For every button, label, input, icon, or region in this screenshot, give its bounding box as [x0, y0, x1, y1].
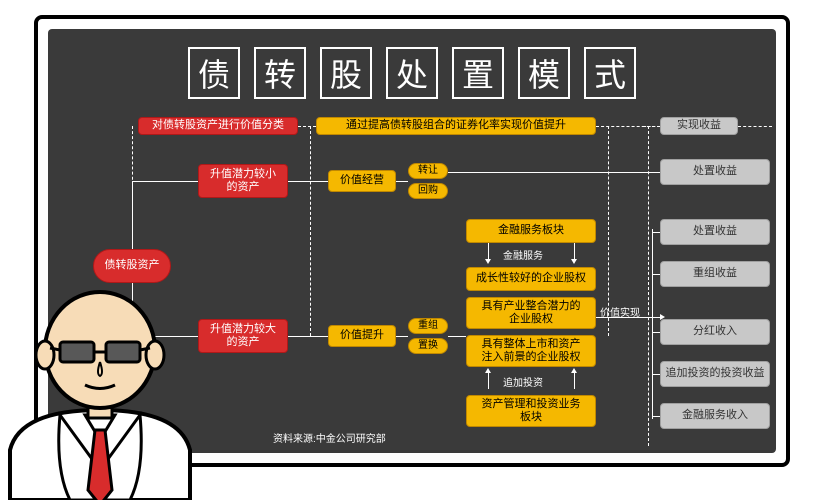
value-operate: 价值经营: [328, 170, 396, 192]
connector: [132, 181, 198, 182]
connector: [396, 181, 408, 182]
return-2: 处置收益: [660, 219, 770, 245]
arrow-down: [574, 243, 575, 259]
title-char: 式: [584, 47, 636, 99]
connector: [288, 181, 328, 182]
return-5: 追加投资的投资收益: [660, 361, 770, 387]
dash: [298, 126, 316, 127]
arrow-up: [488, 373, 489, 389]
return-1: 处置收益: [660, 159, 770, 185]
invest-label: 追加投资: [503, 374, 543, 389]
title-char: 模: [518, 47, 570, 99]
presenter-illustration: [0, 270, 200, 500]
dash: [643, 126, 660, 127]
return-4: 分红收入: [660, 319, 770, 345]
branch-small: 升值潜力较小 的资产: [198, 164, 288, 198]
connector: [652, 232, 660, 233]
title-row: 债 转 股 处 置 模 式: [48, 47, 776, 99]
source-label: 资料来源:中金公司研究部: [273, 430, 386, 445]
branch-big: 升值潜力较大 的资产: [198, 319, 288, 353]
title-char: 转: [254, 47, 306, 99]
op-buyback: 回购: [408, 183, 448, 199]
finance-bottom: 资产管理和投资业务 板块: [466, 395, 596, 427]
return-6: 金融服务收入: [660, 403, 770, 429]
col-header-left: 对债转股资产进行价值分类: [138, 117, 298, 135]
connector: [652, 274, 660, 275]
value-improve: 价值提升: [328, 325, 396, 347]
finance-top: 金融服务板块: [466, 219, 596, 243]
value-realize-label: 价值实现: [600, 304, 640, 319]
title-char: 股: [320, 47, 372, 99]
return-3: 重组收益: [660, 261, 770, 287]
op-reorg: 重组: [408, 318, 448, 334]
connector: [288, 336, 328, 337]
fin-service-label: 金融服务: [503, 247, 543, 262]
op-transfer: 转让: [408, 163, 448, 179]
connector: [448, 336, 466, 337]
equity-1: 成长性较好的企业股权: [466, 267, 596, 291]
arrow-up: [574, 373, 575, 389]
col-header-middle: 通过提高债转股组合的证券化率实现价值提升: [316, 117, 596, 135]
connector: [396, 336, 408, 337]
title-char: 处: [386, 47, 438, 99]
dash: [310, 126, 311, 336]
connector: [132, 181, 133, 249]
connector: [652, 172, 660, 173]
title-char: 置: [452, 47, 504, 99]
equity-2: 具有产业整合潜力的 企业股权: [466, 297, 596, 329]
col-header-right: 实现收益: [660, 117, 738, 135]
connector: [448, 172, 660, 173]
dash: [738, 126, 772, 127]
connector: [652, 374, 660, 375]
dash: [648, 126, 649, 446]
arrow-down: [488, 243, 489, 259]
equity-3: 具有整体上市和资产 注入前景的企业股权: [466, 335, 596, 367]
connector: [652, 416, 660, 417]
op-swap: 置换: [408, 338, 448, 354]
connector: [652, 229, 653, 419]
connector: [652, 332, 660, 333]
title-char: 债: [188, 47, 240, 99]
